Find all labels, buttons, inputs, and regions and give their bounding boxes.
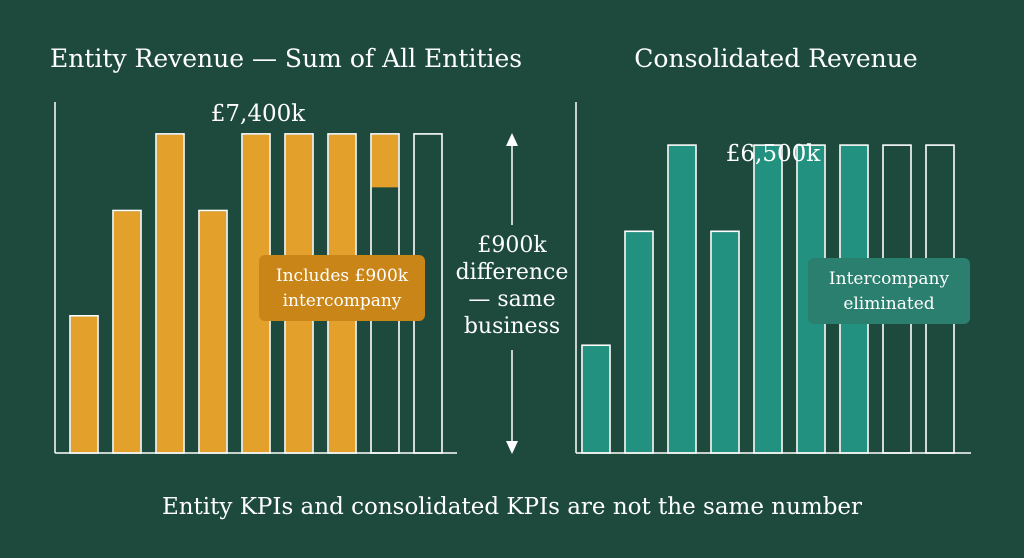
right-callout-line-2: eliminated: [843, 294, 934, 314]
left-total-label: £7,400k: [211, 101, 306, 127]
left-bar-outline-2: [112, 209, 142, 454]
right-bar-4: [711, 232, 739, 453]
right-bar-outline-5: [753, 144, 783, 454]
arrow-down-head-icon: [506, 441, 518, 454]
left-bar-8: [371, 134, 399, 188]
left-chart-title: Entity Revenue — Sum of All Entities: [50, 44, 522, 73]
difference-arrow: [506, 133, 518, 454]
right-bar-1: [582, 346, 610, 453]
left-bar-4: [199, 211, 227, 453]
right-bar-outline-1: [581, 344, 611, 454]
right-bar-5: [754, 145, 782, 453]
arrow-up-head-icon: [506, 133, 518, 146]
right-callout-line-1: Intercompany: [829, 269, 950, 289]
right-bar-3: [668, 145, 696, 453]
right-bar-outline-4: [710, 230, 740, 454]
right-chart-title: Consolidated Revenue: [634, 44, 917, 73]
right-callout-box: [808, 258, 970, 324]
right-callout: Intercompany eliminated: [808, 258, 970, 324]
left-callout-line-1: Includes £900k: [276, 266, 409, 286]
left-callout: Includes £900k intercompany: [259, 255, 425, 321]
right-bar-outline-3: [667, 144, 697, 454]
left-callout-line-2: intercompany: [283, 291, 402, 311]
left-bar-outline-4: [198, 209, 228, 454]
left-bar-1: [70, 316, 98, 453]
left-bar-2: [113, 211, 141, 453]
difference-line-1: £900k: [477, 233, 547, 258]
difference-line-4: business: [464, 314, 560, 339]
right-bar-2: [625, 232, 653, 453]
right-total-label: £6,500k: [726, 141, 821, 167]
difference-line-2: difference: [456, 260, 569, 285]
right-bar-outline-2: [624, 230, 654, 454]
left-bar-outline-1: [69, 314, 99, 454]
left-bar-outline-3: [155, 133, 185, 454]
difference-line-3: — same: [468, 287, 555, 312]
left-bar-3: [156, 134, 184, 453]
left-callout-box: [259, 255, 425, 321]
footer-caption: Entity KPIs and consolidated KPIs are no…: [162, 494, 862, 520]
